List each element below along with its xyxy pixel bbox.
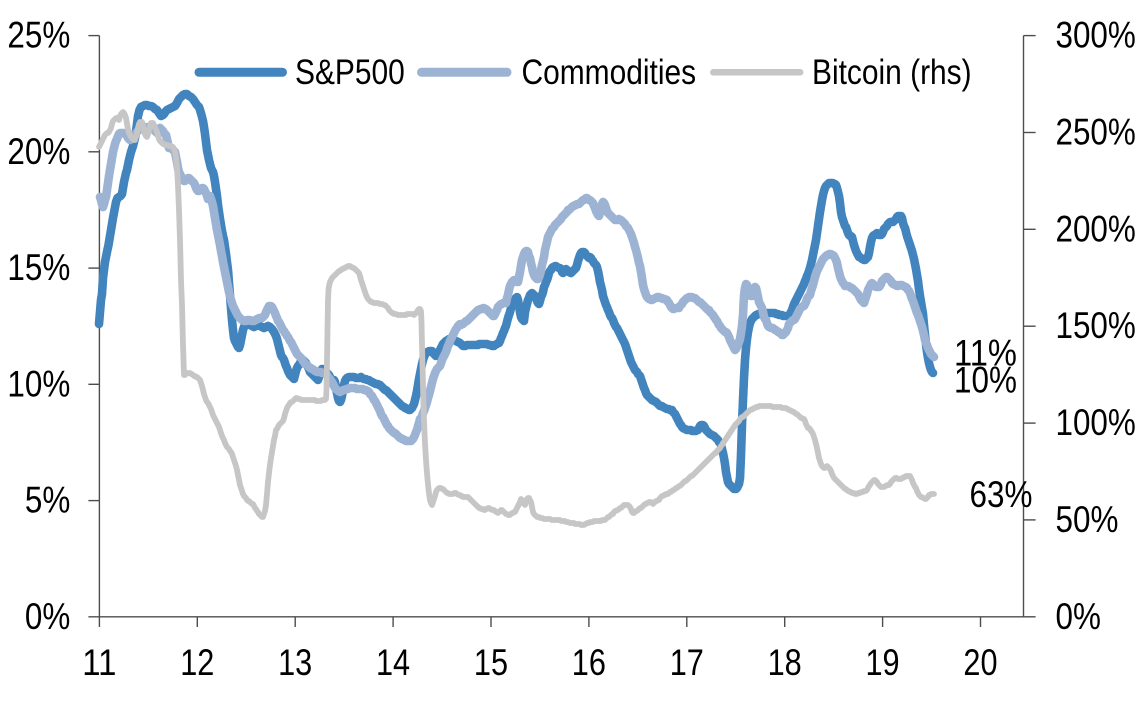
svg-text:100%: 100%	[1056, 401, 1136, 443]
svg-text:200%: 200%	[1056, 207, 1136, 249]
svg-text:19: 19	[866, 641, 900, 683]
svg-text:17: 17	[670, 641, 704, 683]
svg-text:18: 18	[768, 641, 802, 683]
svg-text:50%: 50%	[1056, 498, 1119, 540]
svg-text:S&P500: S&P500	[295, 53, 405, 92]
svg-text:Commodities: Commodities	[522, 53, 697, 92]
svg-text:15: 15	[474, 641, 508, 683]
svg-text:13: 13	[278, 641, 312, 683]
svg-text:0%: 0%	[1056, 595, 1101, 637]
svg-text:25%: 25%	[7, 14, 70, 56]
svg-text:11%: 11%	[954, 331, 1017, 373]
svg-text:300%: 300%	[1056, 14, 1136, 56]
svg-text:15%: 15%	[7, 246, 70, 288]
svg-text:5%: 5%	[25, 479, 70, 521]
svg-text:14: 14	[376, 641, 410, 683]
svg-text:250%: 250%	[1056, 111, 1136, 153]
svg-text:Bitcoin (rhs): Bitcoin (rhs)	[812, 53, 972, 92]
svg-text:20%: 20%	[7, 130, 70, 172]
svg-text:16: 16	[572, 641, 606, 683]
svg-text:12: 12	[180, 641, 214, 683]
svg-text:150%: 150%	[1056, 304, 1136, 346]
svg-text:63%: 63%	[970, 473, 1033, 515]
svg-text:10%: 10%	[7, 362, 70, 404]
svg-text:10%: 10%	[954, 359, 1017, 401]
svg-text:0%: 0%	[25, 595, 70, 637]
svg-text:20: 20	[963, 641, 997, 683]
svg-text:11: 11	[82, 641, 116, 683]
